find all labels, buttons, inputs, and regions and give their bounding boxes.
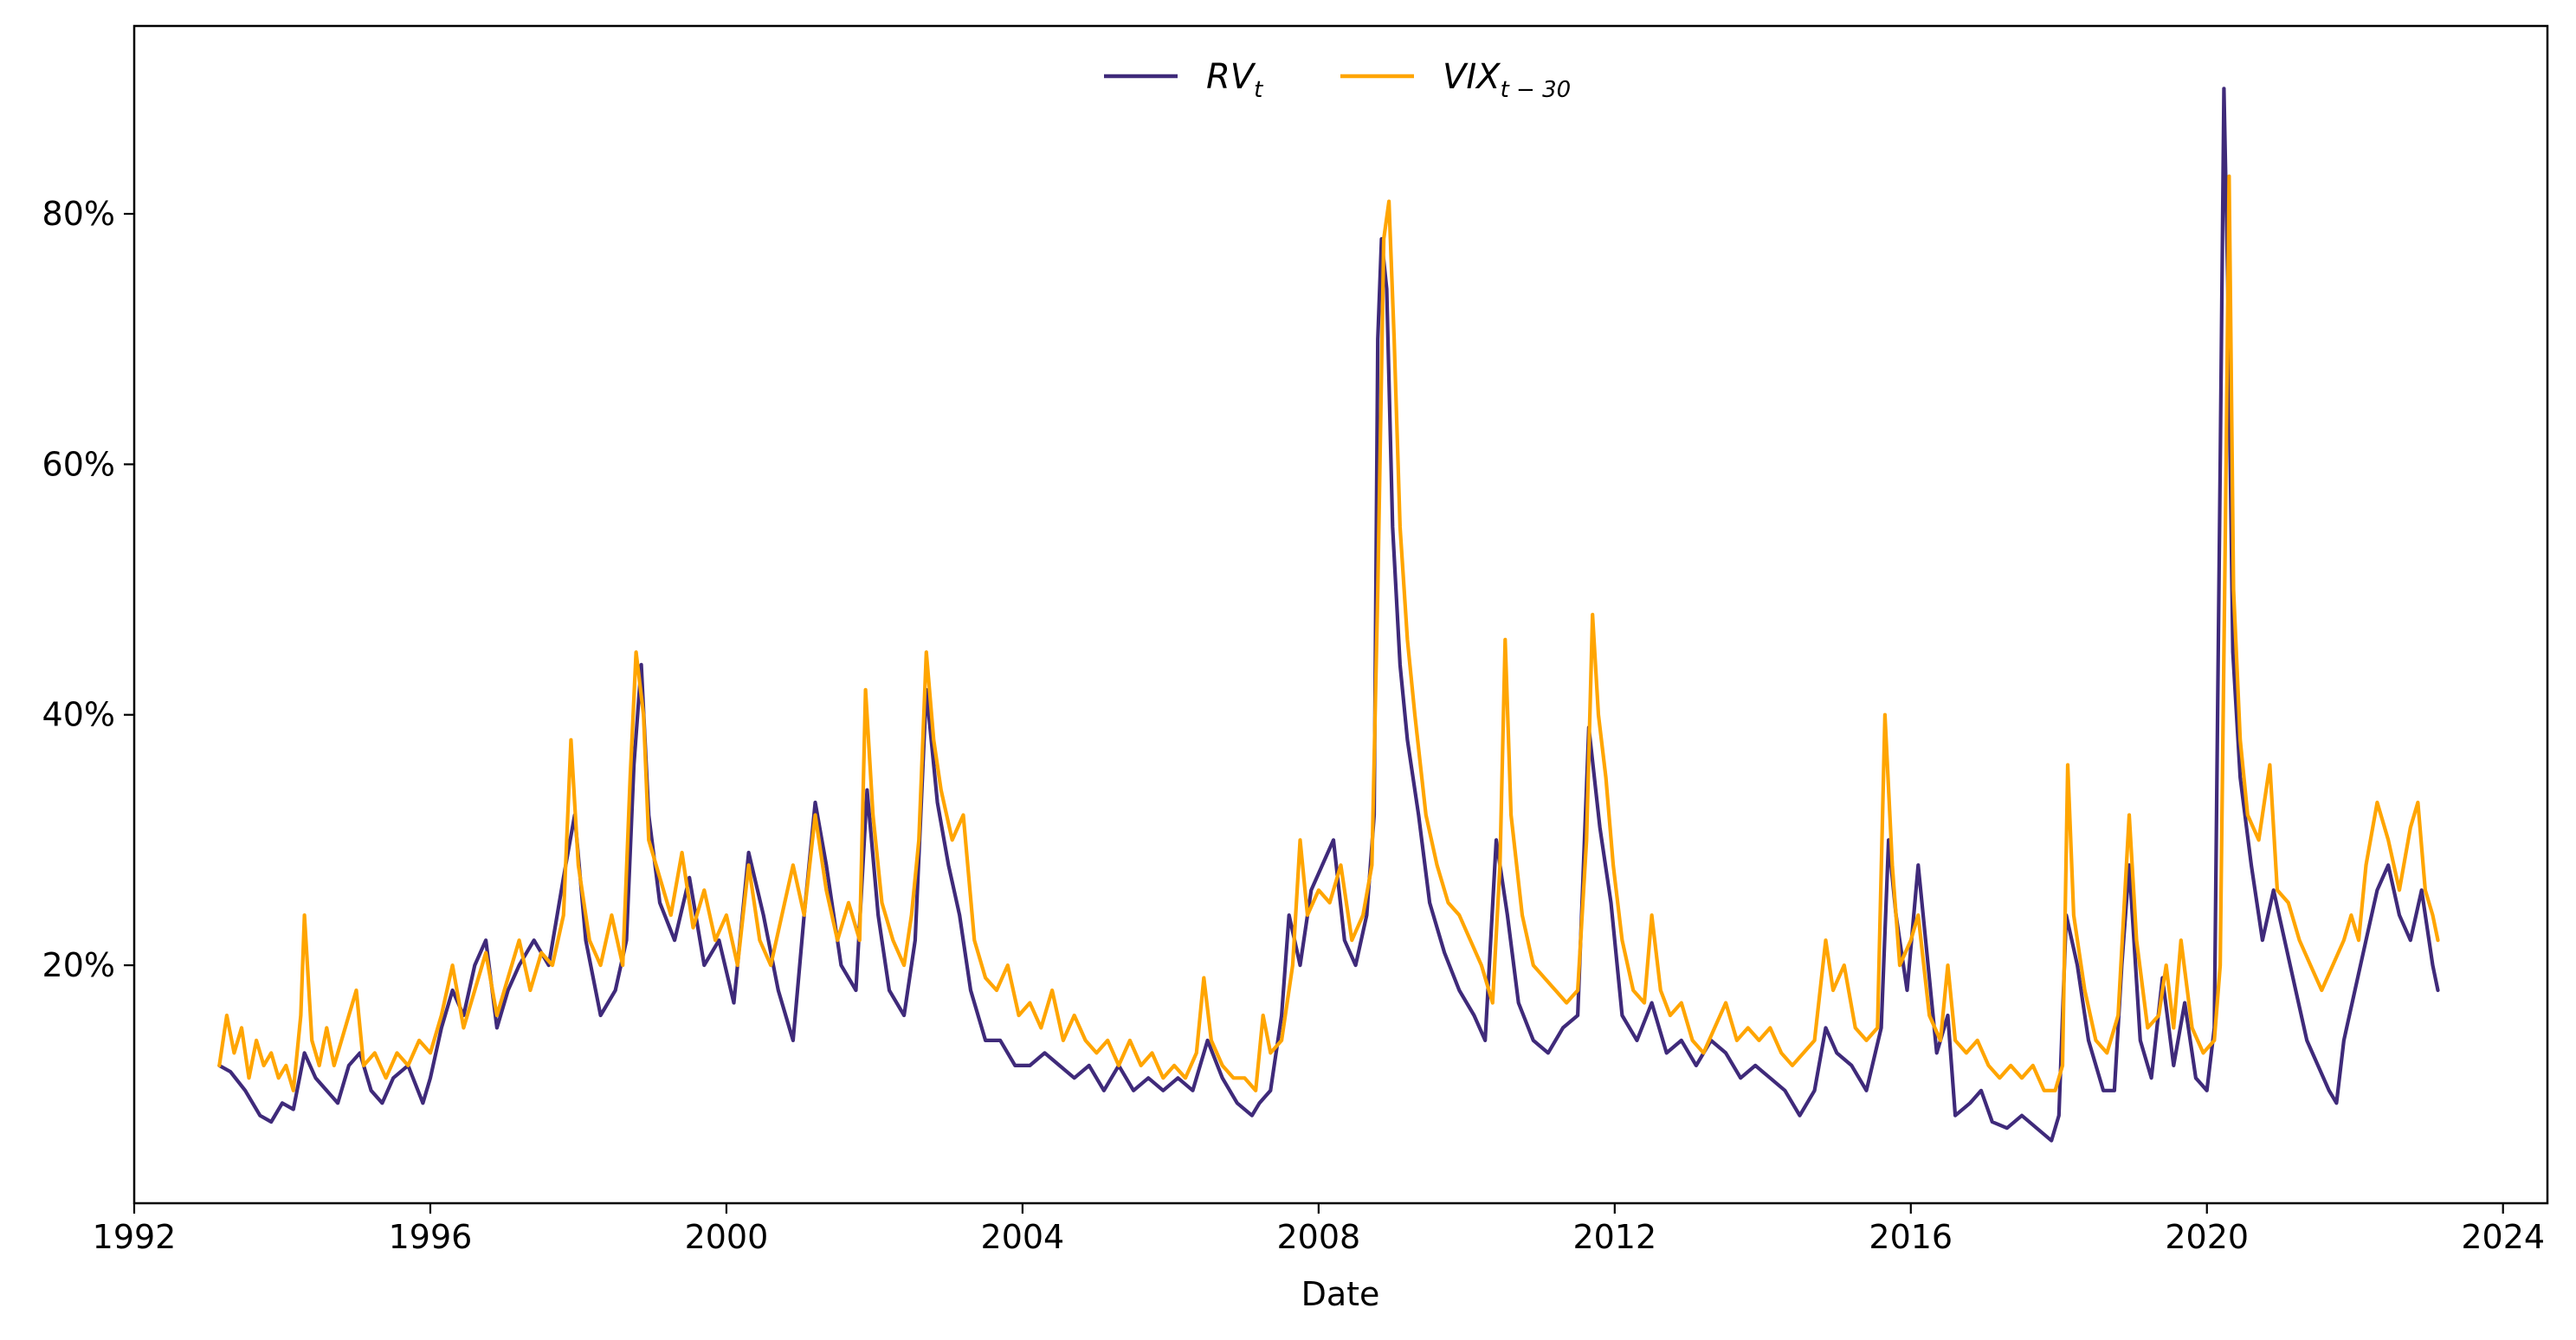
legend-label: RVt	[1206, 57, 1263, 103]
series-line-vix	[217, 174, 2440, 1092]
x-tick-label: 2012	[1572, 1218, 1656, 1256]
plot-frame	[132, 24, 2549, 1205]
x-tick-label: 2008	[1276, 1218, 1360, 1256]
x-axis-title: Date	[1301, 1275, 1380, 1313]
y-tick-label: 40%	[42, 696, 115, 734]
series-layer	[217, 87, 2440, 1143]
y-tick-label: 20%	[42, 946, 115, 984]
x-tick-label: 1992	[93, 1218, 177, 1256]
x-tick-label: 1996	[389, 1218, 473, 1256]
legend: RVt VIXt − 30	[1104, 57, 1571, 103]
x-tick-label: 2020	[2165, 1218, 2249, 1256]
y-tick-label: 80%	[42, 195, 115, 233]
x-tick-label: 2000	[685, 1218, 769, 1256]
series-line-rv	[217, 87, 2440, 1143]
legend-label: VIXt − 30	[1443, 57, 1571, 103]
x-axis: 1992 1996 2000 2004 2008 2012 2016 2020 2024	[93, 1203, 2545, 1256]
x-tick-label: 2004	[981, 1218, 1065, 1256]
y-tick-label: 60%	[42, 445, 115, 483]
y-axis: 20% 40% 60% 80%	[42, 195, 134, 984]
x-tick-label: 2024	[2461, 1218, 2545, 1256]
x-tick-label: 2016	[1869, 1218, 1953, 1256]
